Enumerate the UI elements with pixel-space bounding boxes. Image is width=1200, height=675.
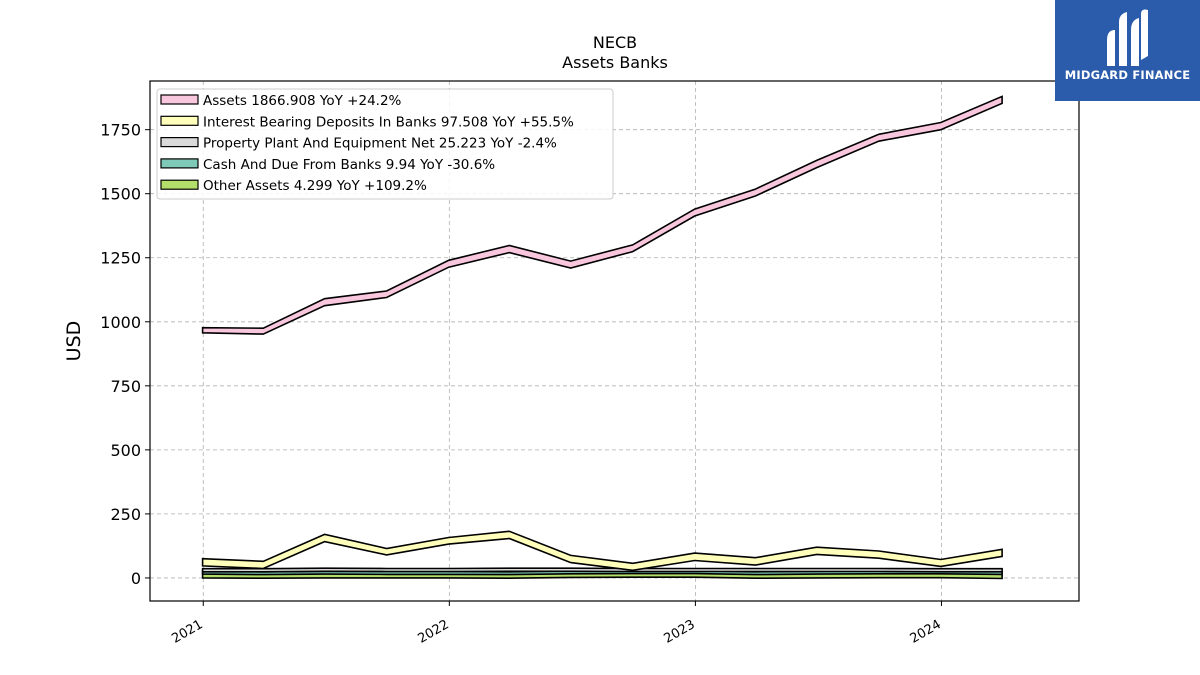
plot-frame: [149, 80, 1080, 602]
legend-entry: Other Assets 4.299 YoY +109.2%: [203, 178, 427, 194]
brand-logo: MIDGARD FINANCE: [1055, 0, 1200, 101]
legend-swatch: [160, 137, 199, 148]
legend-swatch: [160, 115, 199, 126]
y-tick-label: 750: [110, 377, 141, 396]
y-tick-label: 1750: [100, 121, 141, 140]
series-band-3: [201, 567, 1003, 573]
y-tick-label: 0: [131, 569, 141, 588]
x-tick-label: 2024: [908, 617, 944, 647]
x-tick-label: 2023: [662, 617, 698, 647]
midgard-logo-icon: [1107, 9, 1148, 66]
brand-name: MIDGARD FINANCE: [1064, 68, 1191, 82]
y-tick-label: 1500: [100, 185, 141, 204]
series-layer: [201, 95, 1003, 580]
series-band-2: [201, 530, 1003, 572]
y-tick-label: 1000: [100, 313, 141, 332]
legend-entry: Interest Bearing Deposits In Banks 97.50…: [203, 114, 574, 130]
chart-subtitle: Assets Banks: [562, 53, 668, 72]
y-tick-label: 500: [110, 441, 141, 460]
legend-entry: Assets 1866.908 YoY +24.2%: [203, 93, 402, 109]
series-band-1: [201, 95, 1003, 335]
legend-entry: Cash And Due From Banks 9.94 YoY -30.6%: [203, 157, 495, 173]
legend-swatch: [160, 179, 199, 190]
legend-swatch: [160, 158, 199, 169]
y-tick-label: 250: [110, 505, 141, 524]
y-axis-label: USD: [63, 321, 85, 362]
legend-box: [156, 88, 614, 200]
y-tick-label: 1250: [100, 249, 141, 268]
legend-swatch: [160, 94, 199, 105]
legend: Assets 1866.908 YoY +24.2% Interest Beari…: [156, 88, 614, 200]
x-tick-label: 2022: [415, 617, 451, 647]
chart-title: NECB: [593, 33, 637, 52]
legend-entry: Property Plant And Equipment Net 25.223 …: [203, 136, 557, 152]
x-tick-label: 2021: [169, 617, 205, 647]
